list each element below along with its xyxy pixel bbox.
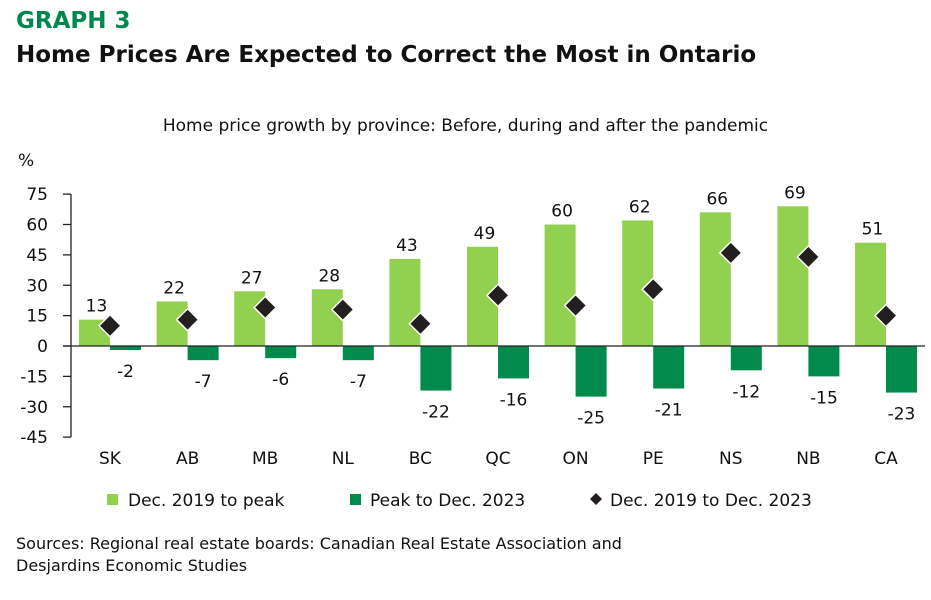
data-label: 28 — [318, 266, 340, 286]
chart-title: Home price growth by province: Before, d… — [162, 116, 769, 136]
bar-dec2019-to-peak — [389, 258, 421, 346]
bar-dec2019-to-peak — [544, 224, 576, 346]
bar-dec2019-to-peak — [855, 242, 886, 346]
x-tick-label: AB — [176, 449, 199, 469]
bar-dec2019-to-peak — [311, 289, 343, 346]
diamond-marker — [175, 307, 200, 332]
legend-label: Dec. 2019 to peak — [128, 491, 285, 511]
data-label: 49 — [474, 224, 496, 244]
legend-label: Dec. 2019 to Dec. 2023 — [610, 491, 812, 511]
data-label: 66 — [706, 189, 728, 209]
data-label: -7 — [350, 372, 367, 392]
diamond-marker — [796, 244, 821, 269]
sources-line-2: Desjardins Economic Studies — [16, 556, 248, 575]
bar-peak-to-dec2023 — [498, 346, 529, 379]
graph-number: GRAPH 3 — [16, 8, 131, 34]
bar-dec2019-to-peak — [699, 212, 731, 346]
legend-swatch-light-green — [107, 494, 118, 505]
diamond-marker — [873, 303, 899, 328]
data-label: -22 — [422, 403, 450, 423]
data-label: 62 — [629, 197, 651, 217]
diamond-marker — [330, 297, 355, 322]
legend-swatch-dark-green — [350, 494, 361, 505]
bar-peak-to-dec2023 — [886, 346, 917, 393]
bar-peak-to-dec2023 — [575, 346, 607, 397]
data-label: 13 — [86, 297, 108, 317]
bar-peak-to-dec2023 — [420, 346, 452, 391]
data-label: -23 — [888, 405, 916, 425]
diamond-marker — [485, 283, 511, 308]
sources-note: Sources: Regional real estate boards: Ca… — [16, 533, 622, 577]
y-tick-label: -15 — [20, 367, 48, 387]
y-tick-label: 0 — [37, 337, 48, 357]
diamond-marker — [641, 277, 666, 302]
bar-dec2019-to-peak — [234, 291, 266, 346]
bar-peak-to-dec2023 — [730, 346, 762, 371]
diamond-marker — [718, 240, 743, 265]
x-tick-label: NL — [332, 449, 355, 469]
legend-diamond-icon — [590, 493, 602, 505]
sources-line-1: Sources: Regional real estate boards: Ca… — [16, 534, 622, 553]
data-label: -7 — [195, 372, 212, 392]
y-tick-label: 45 — [26, 246, 48, 266]
data-label: -12 — [732, 382, 760, 402]
bar-dec2019-to-peak — [777, 206, 809, 346]
data-label: -25 — [577, 409, 605, 429]
data-label: -15 — [810, 388, 838, 408]
data-label: 22 — [163, 278, 185, 298]
data-label: 69 — [784, 183, 806, 203]
x-tick-label: PE — [643, 449, 664, 469]
bar-peak-to-dec2023 — [110, 346, 141, 351]
x-tick-label: CA — [874, 449, 898, 469]
bar-peak-to-dec2023 — [342, 346, 374, 361]
diamond-marker — [408, 311, 433, 336]
data-label: -2 — [117, 362, 134, 382]
diamond-marker — [97, 313, 123, 338]
y-tick-label: -45 — [20, 428, 48, 448]
data-label: 27 — [241, 268, 263, 288]
x-tick-label: ON — [563, 449, 589, 469]
x-tick-label: SK — [99, 449, 122, 469]
x-tick-label: MB — [252, 449, 278, 469]
y-tick-label: 60 — [26, 216, 48, 236]
data-label: -6 — [272, 370, 289, 390]
y-axis-label: % — [18, 151, 34, 171]
bar-peak-to-dec2023 — [653, 346, 685, 389]
y-tick-label: 15 — [26, 307, 48, 327]
graph-title: Home Prices Are Expected to Correct the … — [16, 42, 757, 68]
bar-peak-to-dec2023 — [808, 346, 840, 377]
data-label: 60 — [551, 202, 573, 222]
y-tick-label: 75 — [26, 185, 48, 205]
data-label: 43 — [396, 236, 418, 256]
x-tick-label: NS — [719, 449, 743, 469]
data-label: -21 — [655, 401, 683, 421]
x-tick-label: BC — [409, 449, 432, 469]
data-label: -16 — [500, 390, 528, 410]
y-tick-label: -30 — [20, 398, 48, 418]
x-tick-label: QC — [485, 449, 510, 469]
diamond-marker — [253, 295, 278, 320]
y-tick-label: 30 — [26, 276, 48, 296]
legend-label: Peak to Dec. 2023 — [370, 491, 525, 511]
x-tick-label: NB — [796, 449, 820, 469]
bar-peak-to-dec2023 — [187, 346, 219, 361]
diamond-marker — [563, 293, 588, 318]
data-label: 51 — [862, 220, 884, 240]
bar-peak-to-dec2023 — [265, 346, 297, 359]
